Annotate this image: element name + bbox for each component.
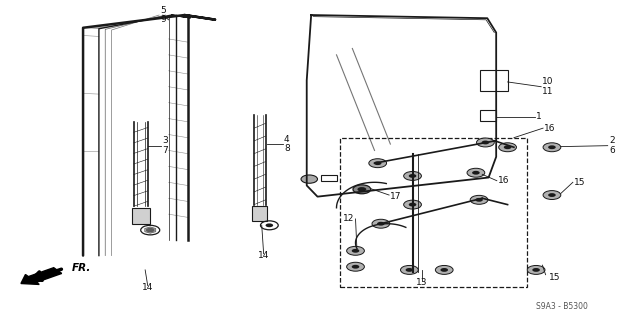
Bar bbox=[340, 138, 526, 287]
Circle shape bbox=[409, 174, 417, 178]
Circle shape bbox=[146, 228, 155, 232]
Text: 1: 1 bbox=[536, 113, 542, 122]
Circle shape bbox=[498, 143, 516, 152]
Text: 13: 13 bbox=[417, 278, 428, 287]
Text: 5: 5 bbox=[160, 6, 166, 15]
Circle shape bbox=[369, 159, 387, 168]
Text: S9A3 - B5300: S9A3 - B5300 bbox=[536, 302, 588, 311]
Circle shape bbox=[377, 222, 385, 226]
Text: 10: 10 bbox=[542, 77, 554, 86]
Text: 16: 16 bbox=[498, 176, 509, 185]
Text: 14: 14 bbox=[258, 251, 269, 260]
Circle shape bbox=[481, 140, 489, 144]
Bar bbox=[252, 206, 267, 220]
Circle shape bbox=[352, 249, 359, 253]
Circle shape bbox=[406, 268, 413, 272]
Circle shape bbox=[372, 219, 390, 228]
Text: FR.: FR. bbox=[72, 263, 91, 273]
Circle shape bbox=[353, 185, 371, 194]
Circle shape bbox=[475, 198, 483, 202]
Circle shape bbox=[441, 268, 448, 272]
Text: 7: 7 bbox=[163, 146, 168, 155]
Circle shape bbox=[404, 172, 422, 180]
Circle shape bbox=[470, 196, 488, 204]
Text: 15: 15 bbox=[549, 273, 561, 282]
FancyArrow shape bbox=[21, 268, 62, 284]
Circle shape bbox=[548, 145, 556, 149]
Text: 3: 3 bbox=[163, 136, 168, 145]
Text: 16: 16 bbox=[544, 124, 556, 132]
Circle shape bbox=[527, 266, 545, 274]
Circle shape bbox=[409, 203, 417, 206]
Circle shape bbox=[404, 200, 422, 209]
Circle shape bbox=[504, 145, 511, 149]
Circle shape bbox=[347, 246, 364, 255]
Circle shape bbox=[543, 143, 561, 152]
Text: 6: 6 bbox=[609, 146, 615, 155]
Text: 8: 8 bbox=[284, 144, 290, 153]
Text: 14: 14 bbox=[142, 283, 154, 292]
Text: 15: 15 bbox=[574, 178, 585, 187]
Bar bbox=[321, 175, 337, 181]
Circle shape bbox=[374, 161, 382, 165]
Circle shape bbox=[265, 223, 273, 227]
Text: 11: 11 bbox=[542, 87, 554, 96]
Circle shape bbox=[347, 262, 364, 271]
Circle shape bbox=[472, 171, 479, 175]
Circle shape bbox=[476, 138, 494, 147]
Text: 2: 2 bbox=[609, 136, 615, 145]
Text: 17: 17 bbox=[391, 192, 402, 201]
Circle shape bbox=[301, 175, 318, 183]
Circle shape bbox=[352, 265, 359, 269]
Circle shape bbox=[401, 266, 418, 274]
Text: 4: 4 bbox=[284, 135, 290, 144]
Circle shape bbox=[467, 168, 485, 177]
Circle shape bbox=[532, 268, 540, 272]
Circle shape bbox=[358, 187, 366, 192]
Circle shape bbox=[436, 266, 453, 274]
Circle shape bbox=[548, 193, 556, 197]
Circle shape bbox=[543, 191, 561, 199]
Bar bbox=[132, 208, 150, 224]
Text: 12: 12 bbox=[343, 214, 354, 223]
Text: 9: 9 bbox=[160, 15, 166, 24]
